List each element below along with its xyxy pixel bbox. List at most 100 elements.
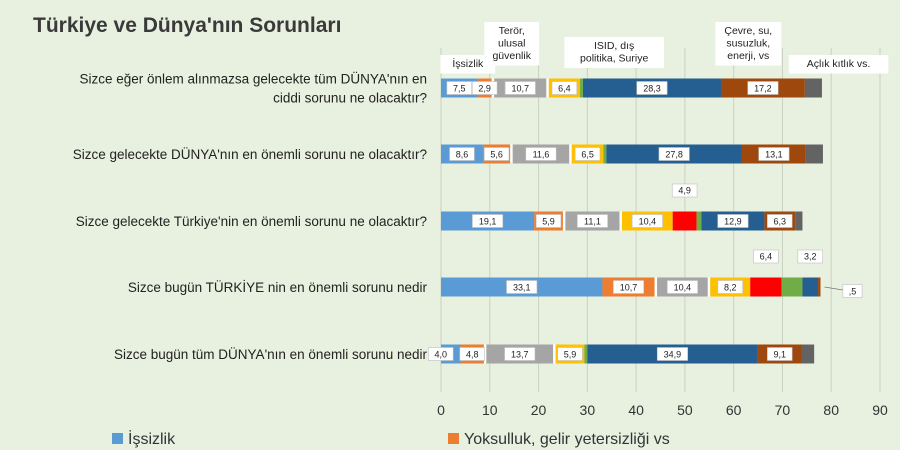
legend: İşsizlik Yoksulluk, gelir yetersizliği vs	[112, 429, 670, 448]
annotation-box	[484, 22, 540, 66]
annotation-text: İşsizlik	[452, 57, 484, 70]
category-label: ciddi sorunu ne olacaktır?	[273, 91, 427, 106]
data-label: 13,1	[765, 150, 783, 160]
chart-title: Türkiye ve Dünya'nın Sorunları	[33, 14, 341, 37]
data-label: 6,5	[581, 150, 594, 160]
x-tick-label: 80	[823, 402, 839, 418]
data-label-box	[717, 214, 749, 228]
data-label-box	[767, 214, 793, 228]
bar-segment	[818, 277, 821, 297]
data-label-box	[557, 347, 583, 361]
data-label: 28,3	[643, 84, 661, 94]
data-label-box	[717, 280, 743, 294]
data-label-box	[576, 214, 608, 228]
category-labels: Sizce eğer önlem alınmazsa gelecekte tüm…	[73, 72, 428, 363]
data-label: ,5	[849, 287, 857, 297]
x-tick-label: 40	[628, 402, 644, 418]
data-label-box	[671, 183, 698, 198]
data-label: 6,4	[760, 252, 773, 262]
bar-segment	[781, 277, 803, 297]
x-tick-label: 70	[775, 402, 791, 418]
data-label: 10,7	[620, 283, 638, 293]
data-label-box	[446, 81, 472, 95]
bar-segment	[580, 78, 583, 98]
legend-swatch	[448, 433, 459, 444]
x-tick-label: 60	[726, 402, 742, 418]
bar-segment	[619, 211, 622, 231]
data-label-box	[535, 214, 562, 228]
x-axis-ticks: 0 10 20 30 40 50 60 70 80 90	[437, 402, 888, 418]
data-label-box	[459, 347, 485, 361]
bar-segment	[795, 211, 803, 231]
data-label: 19,1	[479, 217, 497, 227]
annotation-text: Açlık kıtlık vs.	[807, 58, 871, 70]
annotation-text: güvenlik	[492, 50, 531, 62]
data-label-box	[631, 214, 663, 228]
bar-segment	[707, 277, 711, 297]
data-label: 4,0	[434, 350, 447, 360]
data-label: 10,4	[674, 283, 692, 293]
data-label: 10,4	[639, 217, 657, 227]
bar-segment	[696, 211, 702, 231]
annotation-box	[715, 22, 782, 66]
annotation-box	[440, 55, 496, 74]
x-tick-label: 10	[482, 402, 498, 418]
x-tick-label: 20	[531, 402, 547, 418]
data-label-box	[551, 81, 578, 95]
bar-segment	[802, 277, 819, 297]
data-label: 6,4	[558, 84, 571, 94]
data-label-box	[842, 284, 863, 298]
data-label-box	[613, 280, 645, 294]
annotation-text: enerji, vs	[727, 50, 769, 62]
bar-segment	[750, 277, 782, 297]
category-label: Sizce gelecekte Türkiye'nin en önemli so…	[76, 214, 427, 229]
data-label: 13,7	[511, 350, 529, 360]
data-label-box	[449, 147, 475, 161]
data-label-box	[574, 147, 601, 161]
category-label: Sizce gelecekte DÜNYA'nın en önemli soru…	[73, 147, 427, 162]
data-label: 9,1	[774, 350, 787, 360]
legend-label: İşsizlik	[128, 429, 176, 448]
data-label-box	[525, 147, 557, 161]
data-label: 2,9	[478, 84, 491, 94]
data-label: 4,9	[678, 186, 691, 196]
data-label-box	[506, 280, 538, 294]
data-label-box	[471, 81, 498, 95]
data-label: 8,2	[724, 283, 737, 293]
data-label-box	[472, 214, 504, 228]
bar-segment	[672, 211, 697, 231]
leader-line	[824, 286, 843, 291]
data-label-box	[428, 347, 454, 361]
legend-label: Yoksulluk, gelir yetersizliği vs	[464, 431, 670, 448]
bar-segment	[483, 344, 487, 364]
data-label: 11,6	[533, 150, 550, 160]
annotation-text: Terör,	[499, 25, 525, 37]
annotation-text: ulusal	[498, 38, 525, 50]
data-label: 17,2	[754, 84, 772, 94]
x-tick-label: 90	[872, 402, 888, 418]
bar-segment	[603, 144, 607, 164]
data-label-box	[797, 249, 823, 264]
data-label: 5,9	[564, 350, 577, 360]
data-label: 11,1	[584, 217, 601, 227]
data-label: 27,8	[665, 150, 683, 160]
annotation-text: Çevre, su,	[724, 25, 772, 37]
x-tick-label: 50	[677, 402, 693, 418]
bar-segment	[569, 144, 572, 164]
annotation-text: susuzluk,	[726, 38, 770, 50]
bar-segment	[804, 78, 822, 98]
data-label: 4,8	[466, 350, 479, 360]
data-label-box	[767, 347, 793, 361]
annotation-text: ISID, dış	[594, 40, 634, 52]
annotation-text: politika, Suriye	[580, 53, 648, 65]
annotation-box	[788, 55, 889, 74]
annotation-box	[564, 37, 664, 68]
data-label-box	[636, 81, 668, 95]
data-label: 34,9	[664, 350, 682, 360]
bar-segment	[801, 344, 815, 364]
bar-segment	[562, 211, 566, 231]
category-label: Sizce bugün tüm DÜNYA'nın en önemli soru…	[114, 347, 427, 362]
data-labels: 7,5 2,9 10,7 6,4 28,3 17,2 8,6 5,6 11,6 6,5 27,8 13…	[428, 81, 863, 361]
data-label-box	[656, 347, 688, 361]
